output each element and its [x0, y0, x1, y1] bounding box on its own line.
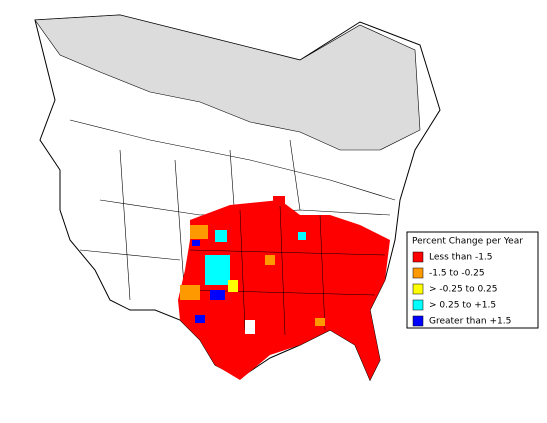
patch [192, 240, 200, 246]
legend-swatch [412, 283, 424, 295]
state-line [239, 209, 246, 331]
boundary-line [79, 249, 181, 261]
state-line [279, 204, 286, 336]
boundary-line [69, 119, 396, 201]
legend-swatch [412, 299, 424, 311]
boundary-line [174, 159, 186, 301]
legend-label: > -0.25 to 0.25 [429, 285, 497, 295]
patch [315, 318, 325, 326]
state-line [189, 249, 386, 256]
state-line [319, 214, 326, 331]
legend-label: -1.5 to -0.25 [429, 269, 485, 279]
patch [180, 285, 200, 300]
legend: Percent Change per Year Less than -1.5 -1… [406, 231, 539, 329]
legend-box [406, 231, 539, 329]
patch [265, 255, 275, 265]
change-patches [180, 196, 325, 334]
patch [195, 315, 205, 323]
legend-label: Less than -1.5 [429, 253, 493, 263]
patch [215, 230, 227, 242]
legend-label: > 0.25 to +1.5 [429, 301, 496, 311]
legend-title: Percent Change per Year [412, 237, 523, 247]
patch [190, 225, 208, 239]
patch [228, 280, 238, 292]
legend-swatch [412, 251, 424, 263]
boundary-line [119, 149, 131, 301]
patch [273, 196, 285, 206]
no-data-region [34, 14, 421, 151]
legend-swatch [412, 315, 424, 327]
legend-swatch [412, 267, 424, 279]
boundary-line [289, 139, 301, 211]
patch [298, 232, 306, 240]
decline-region [178, 200, 390, 380]
patch [205, 255, 230, 285]
patch [245, 320, 255, 334]
patch [210, 290, 225, 300]
legend-label: Greater than +1.5 [429, 317, 511, 327]
